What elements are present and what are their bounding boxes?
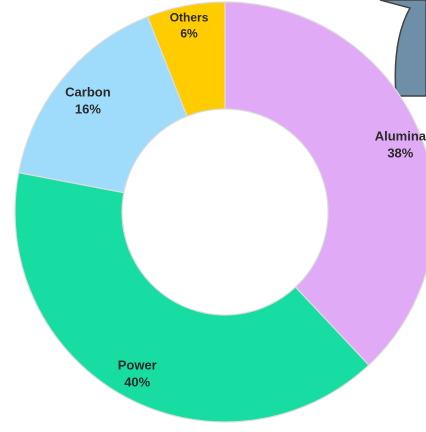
slice-label-alumina: Alumina bbox=[375, 129, 426, 144]
donut-slice-others bbox=[146, 1, 226, 118]
slice-percent-others: 6% bbox=[180, 27, 198, 41]
slice-label-carbon: Carbon bbox=[65, 85, 111, 100]
slice-percent-alumina: 38% bbox=[387, 146, 413, 161]
slice-label-power: Power bbox=[118, 358, 157, 373]
slice-label-others: Others bbox=[170, 11, 209, 25]
slice-percent-power: 40% bbox=[124, 375, 150, 390]
donut-slice-alumina bbox=[224, 1, 426, 366]
corner-decoration-shape bbox=[379, 0, 426, 97]
slice-percent-carbon: 16% bbox=[75, 102, 101, 117]
donut-slice-power bbox=[14, 171, 370, 423]
donut-slice-carbon bbox=[18, 15, 188, 194]
